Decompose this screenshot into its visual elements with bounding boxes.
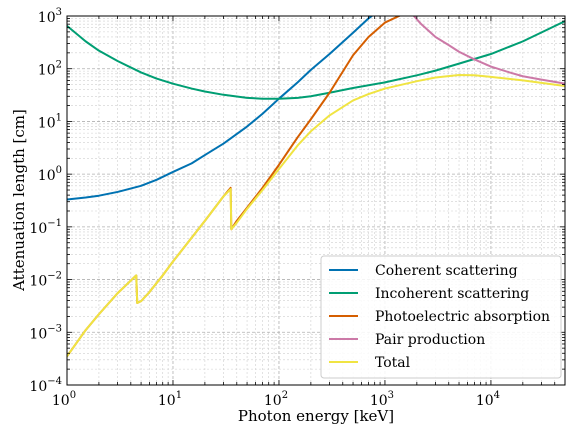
legend-label-3: Pair production	[375, 332, 485, 348]
series-line-3	[412, 16, 565, 85]
series-line-4	[67, 74, 565, 358]
grid	[66, 15, 566, 386]
tick-labels: 100 101 102 103 104 10−4 10−3 10−2 10−1 100 101 102…	[29, 7, 500, 409]
legend-label-1: Incoherent scattering	[375, 286, 529, 302]
x-tick-label: 100	[52, 390, 76, 409]
y-axis-label: Attenuation length [cm]	[10, 109, 28, 292]
x-axis-label: Photon energy [keV]	[238, 407, 394, 425]
y-tick-label: 10−2	[29, 271, 62, 290]
legend-box	[320, 255, 562, 379]
x-tick-label: 103	[370, 390, 394, 409]
series-lines	[67, 16, 565, 358]
y-tick-label: 10−1	[29, 218, 62, 237]
legend-label-2: Photoelectric absorption	[375, 309, 550, 325]
plot-frame	[66, 15, 566, 386]
y-tick-label: 101	[38, 112, 62, 131]
y-tick-label: 103	[38, 7, 62, 26]
legend-label-4: Total	[375, 355, 411, 371]
x-tick-label: 101	[158, 390, 182, 409]
x-tick-label: 102	[264, 390, 288, 409]
y-tick-label: 100	[38, 165, 62, 184]
y-tick-label: 10−3	[29, 323, 62, 342]
y-tick-label: 102	[38, 60, 62, 79]
x-tick-label: 104	[476, 390, 500, 409]
series-line-1	[67, 20, 565, 100]
legend: Coherent scattering Incoherent scattering…	[320, 255, 562, 379]
axis-ticks	[66, 15, 566, 386]
legend-label-0: Coherent scattering	[375, 263, 518, 279]
series-line-0	[67, 16, 374, 201]
y-tick-label: 10−4	[29, 376, 62, 395]
